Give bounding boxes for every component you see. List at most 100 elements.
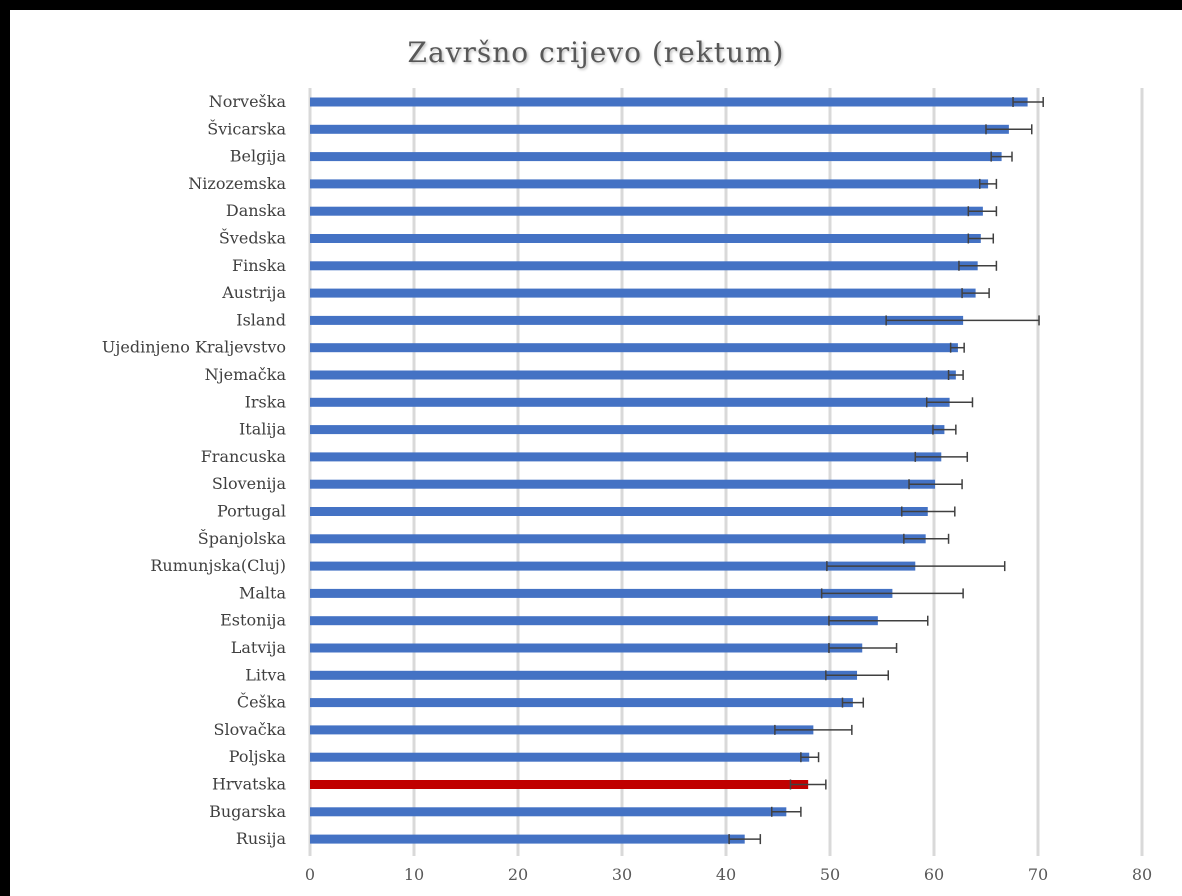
error-bar bbox=[914, 451, 969, 462]
category-label: Rumunjska(Cluj) bbox=[150, 556, 286, 575]
error-bar bbox=[774, 724, 853, 735]
bar bbox=[310, 561, 916, 571]
error-bar bbox=[949, 342, 965, 353]
bar bbox=[310, 534, 926, 544]
category-label: Belgija bbox=[230, 147, 287, 166]
error-bar bbox=[908, 479, 963, 490]
category-label: Irska bbox=[245, 392, 287, 411]
category-label: Švicarska bbox=[207, 118, 286, 138]
bar bbox=[310, 97, 1028, 107]
error-bar bbox=[932, 424, 957, 435]
bar bbox=[310, 507, 928, 516]
category-label: Njemačka bbox=[205, 365, 287, 384]
category-label: Italija bbox=[239, 420, 286, 439]
category-label: Francuska bbox=[201, 447, 287, 466]
error-bar bbox=[789, 779, 827, 790]
bar bbox=[310, 452, 942, 462]
error-bar bbox=[961, 288, 990, 299]
chart-title: Završno crijevo (rektum) bbox=[408, 36, 785, 69]
error-bar bbox=[828, 643, 898, 653]
error-bar bbox=[828, 615, 929, 626]
category-label: Finska bbox=[232, 256, 286, 275]
error-bar bbox=[800, 752, 820, 763]
bar bbox=[310, 288, 976, 298]
category-label: Slovenija bbox=[212, 474, 287, 493]
category-label: Island bbox=[236, 310, 286, 329]
gridlines bbox=[308, 88, 1144, 856]
category-label: Malta bbox=[239, 583, 286, 602]
bar bbox=[310, 752, 810, 762]
bar bbox=[310, 152, 1002, 162]
bar-highlight bbox=[310, 780, 809, 789]
x-tick-label: 20 bbox=[508, 865, 528, 884]
bar bbox=[310, 397, 950, 407]
error-bar bbox=[903, 533, 950, 544]
error-bar bbox=[826, 561, 1006, 572]
chart-frame: Završno crijevo (rektum) Norveška Švicars… bbox=[10, 10, 1182, 896]
bar bbox=[310, 315, 964, 325]
bar bbox=[310, 261, 978, 271]
error-bar bbox=[885, 315, 1040, 326]
bar bbox=[310, 698, 853, 708]
error-bar bbox=[825, 670, 889, 681]
bar bbox=[310, 179, 989, 189]
error-bar bbox=[967, 233, 995, 244]
category-labels: Norveška Švicarska Belgija Nizozemska Danska… bbox=[102, 92, 287, 848]
category-label: Nizozemska bbox=[188, 174, 286, 193]
error-bar bbox=[947, 370, 964, 380]
category-label: Danska bbox=[226, 201, 287, 220]
category-label: Slovačka bbox=[214, 720, 287, 739]
category-label: Estonija bbox=[220, 611, 286, 630]
category-label: Hrvatska bbox=[212, 775, 287, 794]
x-tick-label: 30 bbox=[612, 865, 632, 884]
bar bbox=[310, 343, 958, 353]
error-bar bbox=[958, 260, 998, 271]
error-bar bbox=[771, 806, 802, 817]
category-label: Bugarska bbox=[209, 802, 286, 821]
bar bbox=[310, 124, 1009, 134]
category-label: Latvija bbox=[231, 638, 287, 657]
x-tick-label: 10 bbox=[404, 865, 424, 884]
error-bar bbox=[1012, 97, 1044, 107]
bar bbox=[310, 425, 945, 435]
error-bar bbox=[967, 206, 998, 217]
bar bbox=[310, 370, 956, 380]
category-label: Poljska bbox=[229, 747, 287, 766]
x-tick-label: 0 bbox=[305, 865, 315, 884]
category-label: Rusija bbox=[236, 829, 287, 848]
error-bars bbox=[728, 97, 1044, 845]
error-bar bbox=[728, 834, 762, 845]
bar bbox=[310, 206, 983, 216]
x-tick-label: 80 bbox=[1132, 865, 1152, 884]
bar bbox=[310, 834, 745, 844]
x-tick-label: 60 bbox=[924, 865, 944, 884]
category-label: Litva bbox=[245, 665, 286, 684]
bar-chart: Završno crijevo (rektum) Norveška Švicars… bbox=[102, 36, 1152, 884]
category-label: Češka bbox=[237, 692, 287, 712]
bar bbox=[310, 234, 981, 243]
category-label: Španjolska bbox=[198, 528, 287, 548]
bar bbox=[310, 670, 858, 680]
category-label: Portugal bbox=[217, 502, 286, 521]
error-bar bbox=[985, 124, 1033, 135]
error-bar bbox=[841, 697, 865, 708]
category-label: Norveška bbox=[209, 92, 287, 111]
bar bbox=[310, 807, 787, 817]
x-tick-label: 70 bbox=[1028, 865, 1048, 884]
error-bar bbox=[925, 397, 974, 408]
bar bbox=[310, 643, 863, 653]
x-tick-label: 40 bbox=[716, 865, 736, 884]
error-bar bbox=[901, 506, 956, 517]
category-label: Švedska bbox=[219, 228, 287, 248]
bars bbox=[310, 97, 1028, 844]
error-bar bbox=[820, 588, 964, 599]
bar bbox=[310, 725, 814, 735]
bar bbox=[310, 616, 878, 626]
bar bbox=[310, 588, 893, 598]
error-bar bbox=[979, 178, 998, 189]
bar bbox=[310, 479, 936, 489]
x-tick-label: 50 bbox=[820, 865, 840, 884]
error-bar bbox=[990, 151, 1013, 162]
x-tick-labels: 0 10 20 30 40 50 60 70 80 bbox=[305, 865, 1152, 884]
category-label: Austrija bbox=[221, 283, 286, 302]
